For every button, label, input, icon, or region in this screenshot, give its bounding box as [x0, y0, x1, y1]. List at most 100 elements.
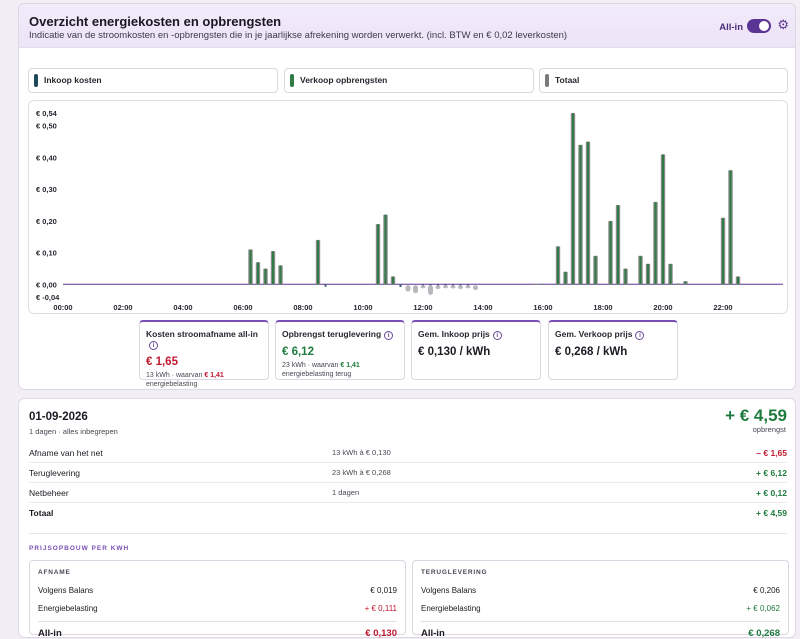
- bar-verkoop: [595, 256, 597, 284]
- bar-verkoop: [557, 247, 559, 285]
- info-icon[interactable]: i: [635, 331, 644, 340]
- y-tick-label: € 0,40: [36, 153, 57, 162]
- stat-sub-line2: energiebelasting terug: [282, 371, 351, 378]
- bar-verkoop: [377, 225, 379, 285]
- gear-icon[interactable]: ⚙: [777, 18, 789, 32]
- stat-label-text: Kosten stroomafname all-in: [146, 329, 258, 339]
- stat-sub-value: € 1,41: [340, 362, 359, 369]
- legend-label: Verkoop opbrengsten: [300, 75, 387, 85]
- bar-verkoop: [385, 215, 387, 284]
- bar-verkoop: [280, 266, 282, 285]
- y-tick-label: € 0,50: [36, 122, 57, 131]
- summary-card: 01-09-2026 1 dagen · alles inbegrepen + …: [18, 398, 796, 638]
- bar-verkoop: [670, 264, 672, 284]
- x-tick-label: 10:00: [353, 303, 372, 312]
- bar-totaal: [421, 285, 426, 288]
- stat-sub: 23 kWh · waarvan € 1,41 energiebelasting …: [282, 361, 398, 379]
- breakdown-label: Volgens Balans: [421, 586, 476, 595]
- stat-value: € 0,268 / kWh: [555, 346, 671, 358]
- x-tick-label: 22:00: [713, 303, 732, 312]
- breakdown-label: Energiebelasting: [421, 604, 481, 613]
- breakdown-total: All-in € 0,130: [38, 621, 397, 637]
- bar-totaal: [466, 285, 471, 288]
- stat-value: € 1,65: [146, 356, 262, 368]
- stat-sub-line2: energiebelasting: [146, 381, 197, 388]
- bar-totaal: [436, 285, 441, 289]
- row-label: Afname van het net: [29, 448, 103, 458]
- bar-inkoop: [325, 284, 327, 286]
- breakdown-label: Volgens Balans: [38, 586, 93, 595]
- row-detail: 13 kWh à € 0,130: [332, 448, 391, 457]
- page-title: Overzicht energiekosten en opbrengsten: [29, 14, 281, 29]
- bar-verkoop: [392, 277, 394, 284]
- stat-label-text: Opbrengst teruglevering: [282, 329, 381, 339]
- legend-swatch: [290, 74, 294, 87]
- x-tick-label: 12:00: [413, 303, 432, 312]
- breakdown-row: Volgens Balans € 0,019: [38, 584, 397, 598]
- x-tick-label: 08:00: [293, 303, 312, 312]
- legend-inkoop[interactable]: Inkoop kosten: [28, 68, 278, 93]
- legend-swatch: [34, 74, 38, 87]
- bar-verkoop: [722, 218, 724, 284]
- breakdown-value: € 0,019: [370, 586, 397, 595]
- bar-verkoop: [655, 202, 657, 284]
- row-label: Netbeheer: [29, 488, 69, 498]
- y-tick-label: € 0,30: [36, 185, 57, 194]
- stat-kosten: Kosten stroomafname all-ini € 1,65 13 kW…: [139, 320, 269, 380]
- bar-verkoop: [685, 282, 687, 285]
- overview-header: Overzicht energiekosten en opbrengsten I…: [19, 4, 795, 48]
- bar-verkoop: [572, 114, 574, 285]
- legend-totaal[interactable]: Totaal: [539, 68, 788, 93]
- bar-totaal: [458, 285, 463, 289]
- breakdown-row: Volgens Balans € 0,206: [421, 584, 780, 598]
- breakdown-label: Energiebelasting: [38, 604, 98, 613]
- info-icon[interactable]: i: [493, 331, 502, 340]
- bar-verkoop: [730, 171, 732, 285]
- info-icon[interactable]: i: [149, 341, 158, 350]
- legend-swatch: [545, 74, 549, 87]
- y-tick-label: € 0,20: [36, 217, 57, 226]
- bar-verkoop: [610, 221, 612, 284]
- bar-verkoop: [272, 252, 274, 285]
- row-amount: + € 4,59: [756, 508, 787, 518]
- bar-totaal: [413, 285, 418, 293]
- breakdown-teruglevering-title: TERUGLEVERING: [421, 569, 780, 576]
- x-tick-label: 00:00: [53, 303, 72, 312]
- breakdown-teruglevering: TERUGLEVERING Volgens Balans € 0,206 Ene…: [412, 560, 789, 635]
- info-icon[interactable]: i: [384, 331, 393, 340]
- breakdown-title: PRIJSOPBOUW PER KWH: [29, 545, 129, 552]
- legend-verkoop[interactable]: Verkoop opbrengsten: [284, 68, 534, 93]
- row-detail: 1 dagen: [332, 488, 359, 497]
- bar-verkoop: [625, 269, 627, 284]
- row-label: Teruglevering: [29, 468, 80, 478]
- breakdown-value: € 0,206: [753, 586, 780, 595]
- stat-sub-value: € 1,41: [204, 372, 223, 379]
- bar-verkoop: [640, 256, 642, 284]
- bar-verkoop: [317, 240, 319, 284]
- stat-label-text: Gem. Inkoop prijs: [418, 329, 490, 339]
- row-detail: 23 kWh à € 0,268: [332, 468, 391, 477]
- y-tick-label: € 0,54: [36, 109, 58, 118]
- x-tick-label: 16:00: [533, 303, 552, 312]
- row-amount: – € 1,65: [756, 448, 787, 458]
- breakdown-value: + € 0,111: [365, 604, 397, 613]
- stat-sub-prefix: 23 kWh · waarvan: [282, 362, 340, 369]
- breakdown-afname: AFNAME Volgens Balans € 0,019 Energiebel…: [29, 560, 406, 635]
- bar-verkoop: [265, 269, 267, 284]
- bar-verkoop: [617, 206, 619, 285]
- breakdown-value: + € 0,062: [746, 604, 780, 613]
- summary-total-big: + € 4,59: [725, 406, 787, 426]
- row-label: Totaal: [29, 508, 53, 518]
- breakdown-total: All-in € 0,268: [421, 621, 780, 637]
- y-tick-label: € 0,00: [36, 280, 57, 289]
- breakdown-afname-title: AFNAME: [38, 569, 397, 576]
- row-amount: + € 0,12: [756, 488, 787, 498]
- bar-verkoop: [257, 263, 259, 285]
- allin-toggle[interactable]: [747, 19, 771, 33]
- bar-totaal: [451, 285, 456, 288]
- bar-totaal: [473, 285, 478, 290]
